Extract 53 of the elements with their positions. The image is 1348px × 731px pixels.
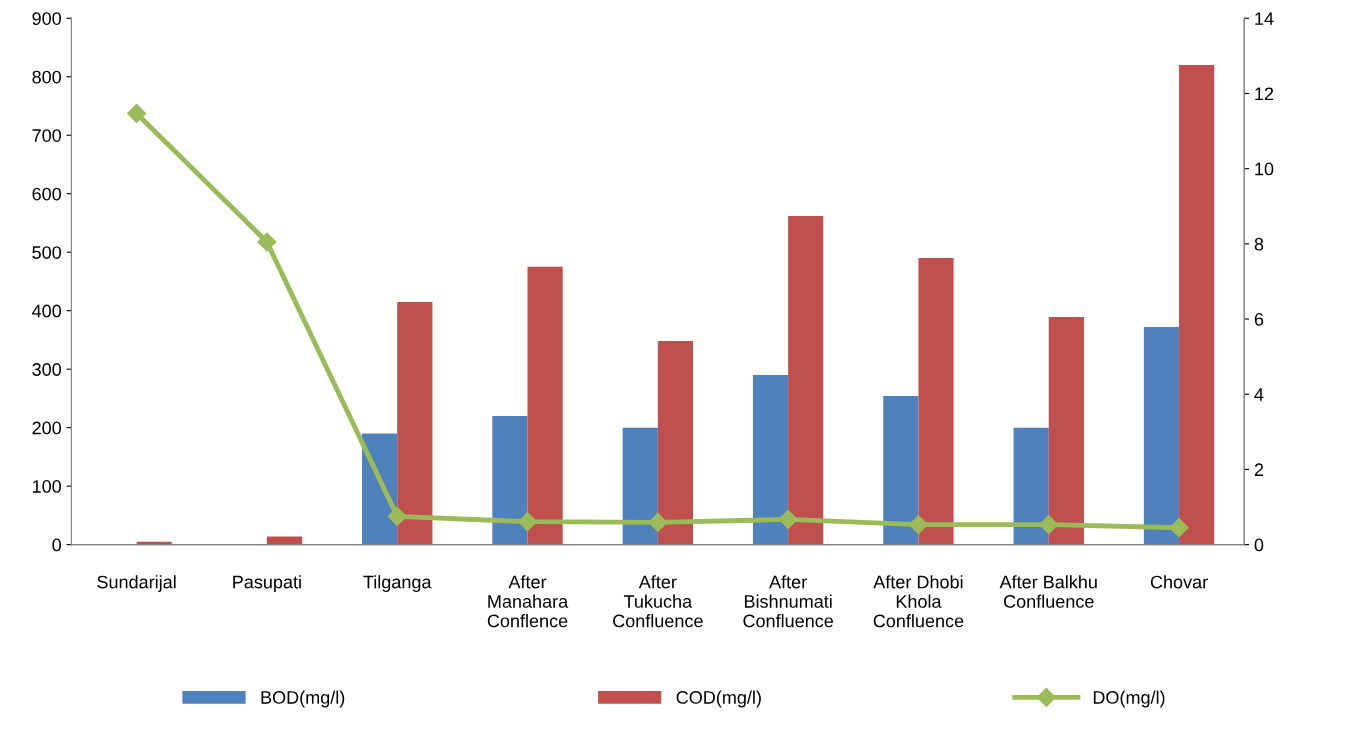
bar [397, 301, 433, 545]
legend-label: BOD(mg/l) [261, 690, 345, 708]
y-tick-label: 900 [32, 12, 62, 25]
bar [788, 215, 824, 545]
bar [657, 341, 694, 545]
y2-tick-label: 4 [1254, 388, 1264, 401]
bar [1013, 427, 1049, 545]
y-tick-label: 300 [32, 363, 62, 376]
y-tick-label: 0 [52, 538, 62, 552]
bar [752, 375, 789, 545]
x-tick-label: After Manahara Conflence [487, 575, 569, 628]
x-tick-label: After Tukucha Confluence [613, 575, 703, 628]
y2-tick-label: 14 [1255, 12, 1274, 25]
bar [492, 415, 528, 545]
point [778, 509, 798, 529]
point [908, 515, 928, 535]
bar [1179, 65, 1215, 545]
y2-tick-label: 12 [1255, 87, 1274, 101]
legend-label: COD(mg/l) [676, 690, 761, 708]
point [517, 512, 538, 532]
y-tick-label: 500 [32, 246, 62, 259]
x-tick-label: Tilganga [363, 575, 432, 592]
point [387, 506, 407, 526]
x-tick-label: Sundarijal [97, 575, 176, 592]
y-tick-label: 200 [32, 421, 62, 435]
y2-tick-label: 0 [1254, 538, 1264, 552]
x-tick-label: After Dhobi Khola Confluence [873, 575, 964, 628]
point [127, 103, 147, 123]
bar [266, 536, 303, 545]
bar [1143, 327, 1180, 545]
y2-tick-label: 2 [1254, 463, 1264, 476]
y2-tick-label: 8 [1254, 237, 1264, 251]
y-tick-label: 100 [32, 480, 62, 493]
point [648, 512, 668, 532]
bar [622, 427, 658, 545]
x-tick-label: Chovar [1150, 575, 1208, 589]
point [1039, 515, 1059, 535]
bar [1048, 317, 1084, 545]
x-tick-label: Pasupati [233, 575, 301, 592]
x-tick-label: After Balkhu Confluence [999, 575, 1097, 608]
bar [883, 396, 919, 545]
point [257, 232, 277, 252]
y-tick-label: 400 [32, 304, 62, 318]
bar [527, 266, 563, 545]
y-tick-label: 700 [32, 129, 62, 142]
y-tick-label: 600 [32, 187, 62, 201]
y2-tick-label: 10 [1255, 162, 1274, 176]
y2-tick-label: 6 [1254, 312, 1264, 326]
bar [918, 258, 954, 545]
x-tick-label: After Bishnumati Confluence [743, 575, 833, 628]
point [1169, 518, 1189, 538]
legend-label: DO(mg/l) [1093, 690, 1165, 708]
y-tick-label: 800 [32, 70, 62, 84]
